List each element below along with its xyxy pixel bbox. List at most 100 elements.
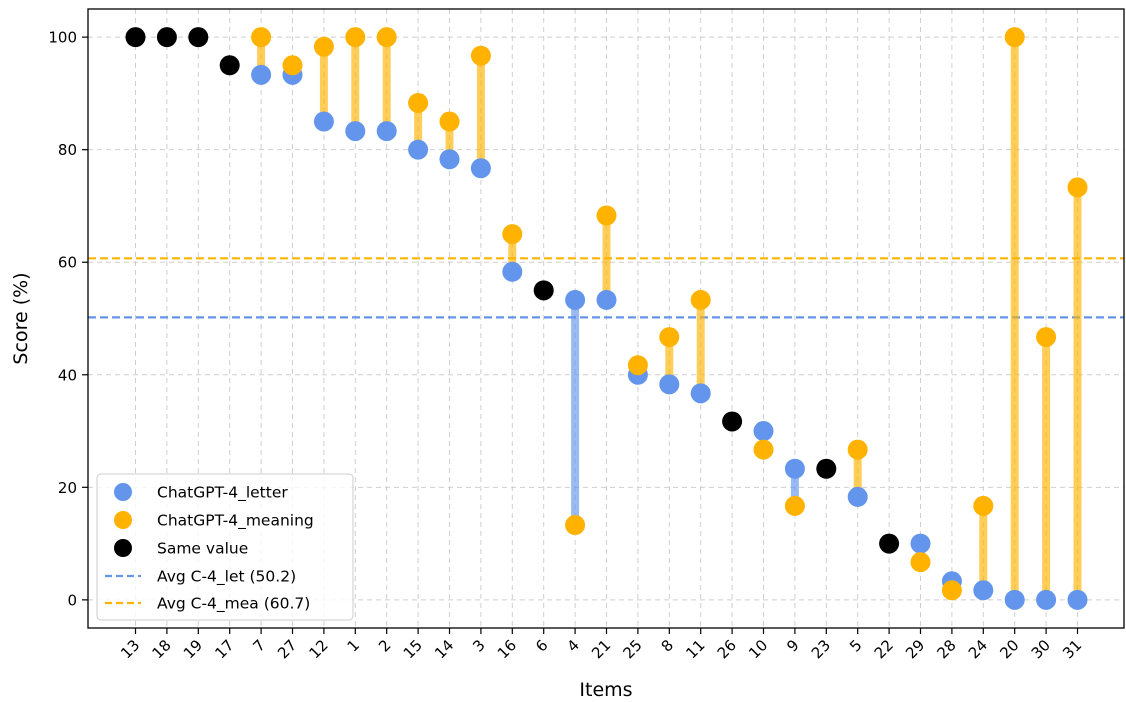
point-letter: [313, 111, 334, 132]
x-tick-label: 4: [563, 636, 582, 655]
point-meaning: [941, 580, 962, 601]
legend-marker-meaning: [114, 511, 132, 529]
point-letter: [345, 121, 366, 142]
x-tick-label: 27: [274, 636, 300, 662]
point-letter: [502, 261, 523, 282]
point-letter: [1004, 589, 1025, 610]
point-meaning: [470, 45, 491, 66]
point-meaning: [847, 439, 868, 460]
point-letter: [408, 139, 429, 160]
legend-label-letter: ChatGPT-4_letter: [157, 484, 288, 503]
x-axis-ticks: 13 18 19 17 7 27 12 1 2 15 14 3 16 6 4 21 25 8 11 26 10 9 23 5 2…: [117, 628, 1085, 662]
x-tick-label: 3: [469, 636, 488, 655]
x-tick-label: 24: [965, 636, 991, 662]
point-same-value: [156, 27, 177, 48]
x-tick-label: 22: [871, 636, 897, 662]
point-meaning: [345, 27, 366, 48]
point-meaning: [784, 495, 805, 516]
x-tick-label: 9: [783, 636, 802, 655]
point-meaning: [627, 355, 648, 376]
x-tick-label: 12: [305, 636, 331, 662]
legend-marker-letter: [114, 483, 132, 501]
point-letter: [565, 289, 586, 310]
y-tick-label: 100: [48, 29, 77, 47]
legend-box: [96, 473, 354, 621]
point-letter: [1067, 589, 1088, 610]
point-letter: [973, 580, 994, 601]
point-letter: [784, 458, 805, 479]
x-tick-label: 31: [1059, 636, 1085, 662]
point-meaning: [408, 92, 429, 113]
x-tick-label: 15: [400, 636, 426, 662]
point-letter: [439, 149, 460, 170]
point-letter: [596, 289, 617, 310]
point-letter: [910, 533, 931, 554]
x-tick-label: 23: [808, 636, 834, 662]
point-meaning: [376, 27, 397, 48]
point-letter: [690, 383, 711, 404]
y-axis-ticks: 0 20 40 60 80 100: [48, 29, 88, 609]
x-tick-label: 29: [902, 636, 928, 662]
x-tick-label: 1: [344, 636, 363, 655]
y-axis-label: Score (%): [10, 272, 32, 364]
point-meaning: [251, 27, 272, 48]
point-same-value: [188, 27, 209, 48]
x-tick-label: 2: [375, 636, 394, 655]
x-tick-label: 25: [619, 636, 645, 662]
legend-label-avg-meaning: Avg C-4_mea (60.7): [157, 595, 310, 614]
x-tick-label: 28: [933, 636, 959, 662]
x-tick-label: 21: [588, 636, 614, 662]
point-same-value: [533, 280, 554, 301]
x-tick-label: 26: [714, 636, 740, 662]
point-meaning: [659, 327, 680, 348]
point-letter: [659, 374, 680, 395]
point-same-value: [722, 411, 743, 432]
point-meaning: [1004, 27, 1025, 48]
y-tick-label: 20: [58, 479, 77, 497]
point-meaning: [753, 439, 774, 460]
x-tick-label: 17: [211, 636, 237, 662]
x-tick-label: 30: [1028, 636, 1054, 662]
data-points: [125, 27, 1088, 610]
point-meaning: [910, 552, 931, 573]
point-same-value: [219, 55, 240, 76]
point-letter: [1036, 589, 1057, 610]
point-meaning: [973, 495, 994, 516]
x-tick-label: 18: [148, 636, 174, 662]
point-same-value: [125, 27, 146, 48]
point-meaning: [690, 289, 711, 310]
point-meaning: [1067, 177, 1088, 198]
x-tick-label: 6: [532, 636, 551, 655]
point-meaning: [282, 55, 303, 76]
y-tick-label: 0: [67, 591, 77, 609]
legend: ChatGPT-4_letter ChatGPT-4_meaning Same …: [96, 473, 354, 621]
legend-label-avg-letter: Avg C-4_let (50.2): [157, 568, 296, 587]
point-meaning: [502, 224, 523, 245]
y-tick-label: 80: [58, 141, 77, 159]
point-meaning: [439, 111, 460, 132]
y-tick-label: 40: [58, 366, 77, 384]
point-letter: [847, 486, 868, 507]
point-same-value: [879, 533, 900, 554]
point-same-value: [816, 458, 837, 479]
legend-label-same-value: Same value: [157, 540, 248, 558]
point-letter: [251, 64, 272, 85]
point-meaning: [596, 205, 617, 226]
x-tick-label: 13: [117, 636, 143, 662]
x-tick-label: 7: [249, 636, 268, 655]
x-tick-label: 16: [494, 636, 520, 662]
x-tick-label: 8: [658, 636, 677, 655]
point-meaning: [565, 515, 586, 536]
x-tick-label: 14: [431, 636, 457, 662]
x-tick-label: 11: [682, 636, 708, 662]
x-tick-label: 20: [996, 636, 1022, 662]
point-letter: [470, 158, 491, 179]
x-tick-label: 19: [180, 636, 206, 662]
point-meaning: [313, 36, 334, 57]
x-axis-label: Items: [579, 679, 632, 701]
point-meaning: [1036, 327, 1057, 348]
point-letter: [376, 121, 397, 142]
point-letter: [753, 421, 774, 442]
y-tick-label: 60: [58, 254, 77, 272]
